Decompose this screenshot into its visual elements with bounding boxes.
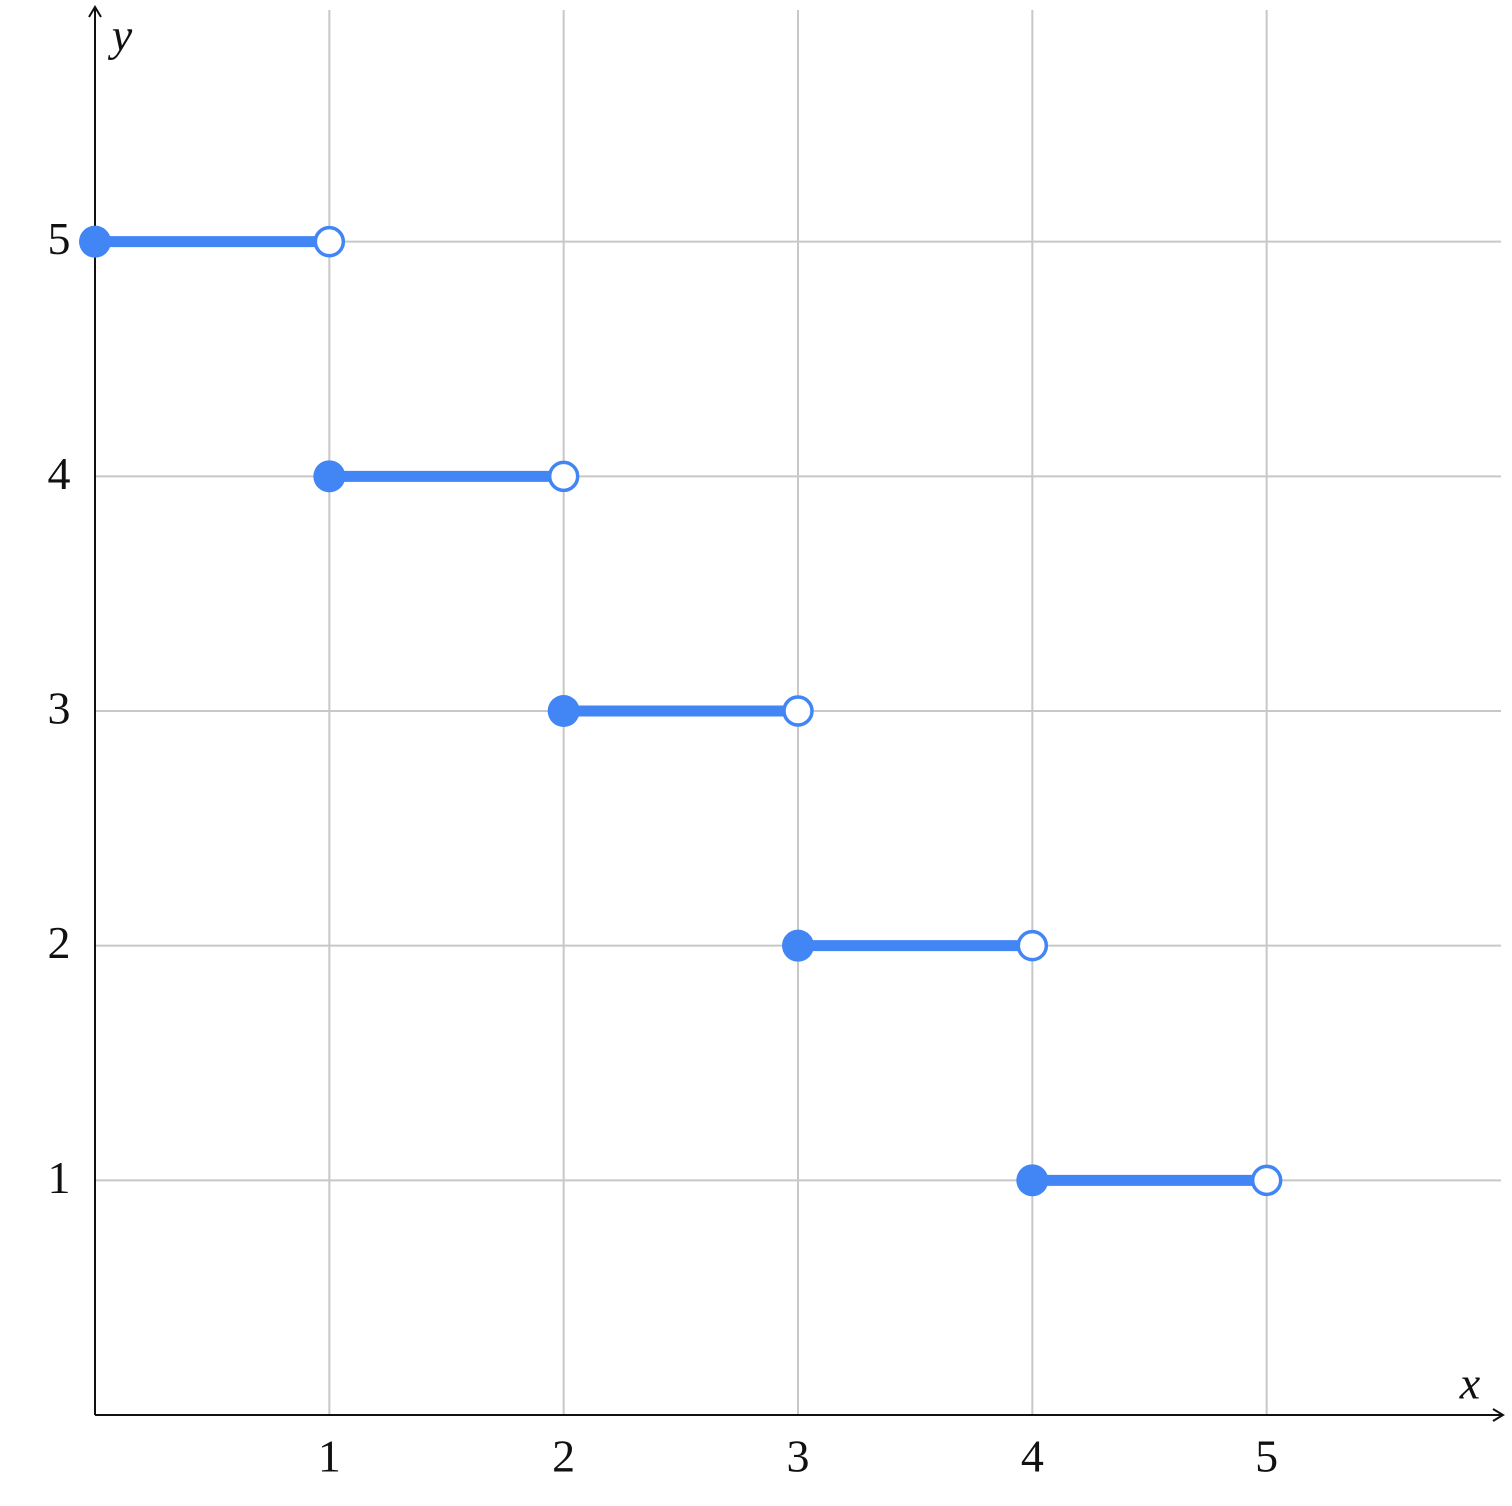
x-axis-label: x bbox=[1459, 1358, 1481, 1409]
open-endpoint bbox=[313, 225, 346, 258]
open-endpoint bbox=[1250, 1164, 1283, 1197]
x-tick-label: 1 bbox=[318, 1431, 341, 1482]
y-axis-label: y bbox=[108, 10, 133, 61]
open-endpoint bbox=[782, 695, 814, 727]
x-tick-label: 5 bbox=[1255, 1431, 1278, 1482]
x-tick-label: 3 bbox=[787, 1431, 810, 1482]
closed-endpoint bbox=[547, 695, 580, 727]
closed-endpoint bbox=[79, 225, 111, 258]
closed-endpoint bbox=[313, 460, 346, 493]
x-tick-label: 4 bbox=[1021, 1431, 1044, 1482]
y-tick-label: 4 bbox=[48, 448, 71, 499]
y-tick-label: 3 bbox=[48, 683, 71, 734]
x-tick-label: 2 bbox=[552, 1431, 575, 1482]
x-axis-arrow bbox=[1492, 1408, 1505, 1422]
open-endpoint bbox=[1016, 929, 1049, 962]
closed-endpoint bbox=[782, 929, 814, 962]
y-tick-label: 1 bbox=[48, 1152, 71, 1203]
open-endpoint bbox=[547, 460, 580, 493]
closed-endpoint bbox=[1016, 1164, 1049, 1197]
y-axis-arrow bbox=[88, 5, 102, 18]
y-tick-label: 2 bbox=[48, 917, 71, 968]
y-tick-label: 5 bbox=[48, 213, 71, 264]
